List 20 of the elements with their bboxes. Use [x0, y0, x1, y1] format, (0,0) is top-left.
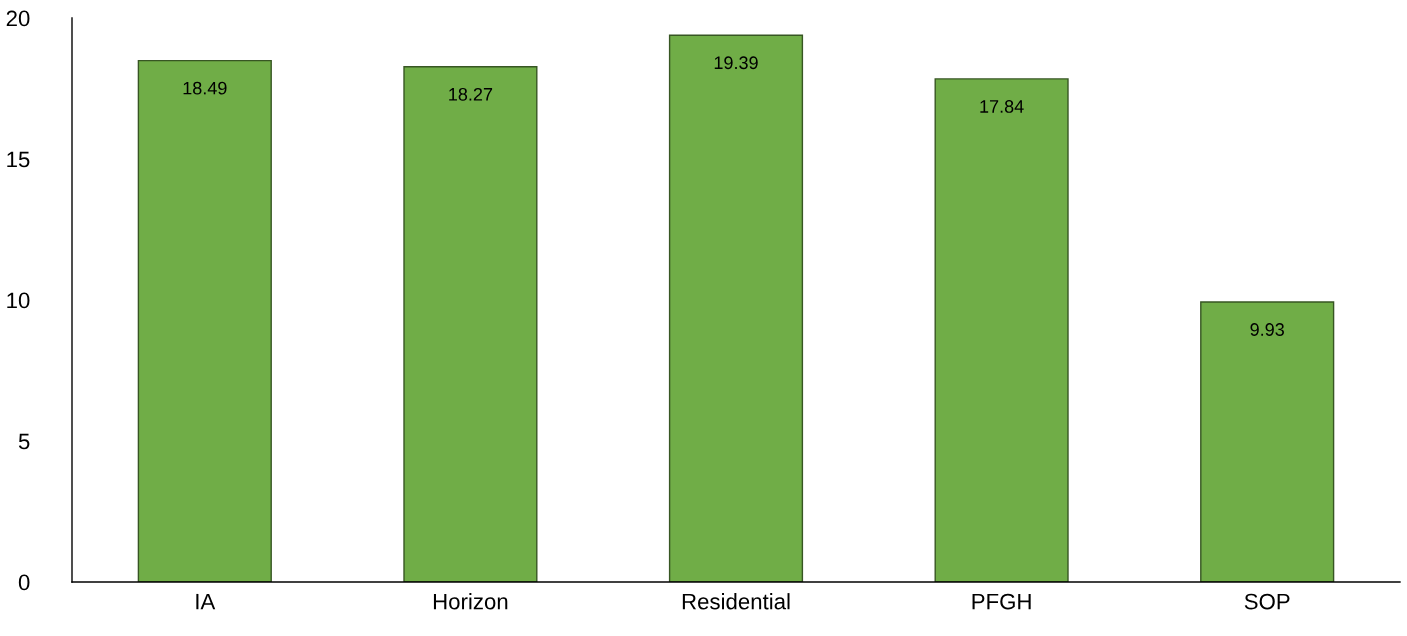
x-tick-label: Horizon [433, 593, 508, 610]
y-tick-label: 20 [6, 10, 30, 27]
y-tick-label: 10 [7, 292, 30, 309]
data-label: 9.93 [1250, 323, 1284, 336]
x-tick-label: IA [196, 593, 216, 610]
data-label: 17.84 [980, 100, 1024, 113]
data-label: 19.39 [714, 56, 758, 70]
y-tick-label: 15 [7, 151, 30, 168]
bar [137, 59, 272, 582]
x-tick-label: SOP [1244, 593, 1290, 610]
x-tick-label: Residential [682, 593, 790, 610]
bar [934, 78, 1069, 582]
x-tick-label: PFGH [972, 593, 1031, 610]
data-label: 18.27 [449, 87, 493, 101]
data-label: 18.49 [183, 81, 227, 95]
y-tick-label: 0 [18, 574, 30, 591]
bar [1200, 301, 1335, 582]
bar [403, 66, 538, 582]
bar [668, 34, 804, 582]
y-tick-label: 5 [18, 433, 30, 450]
